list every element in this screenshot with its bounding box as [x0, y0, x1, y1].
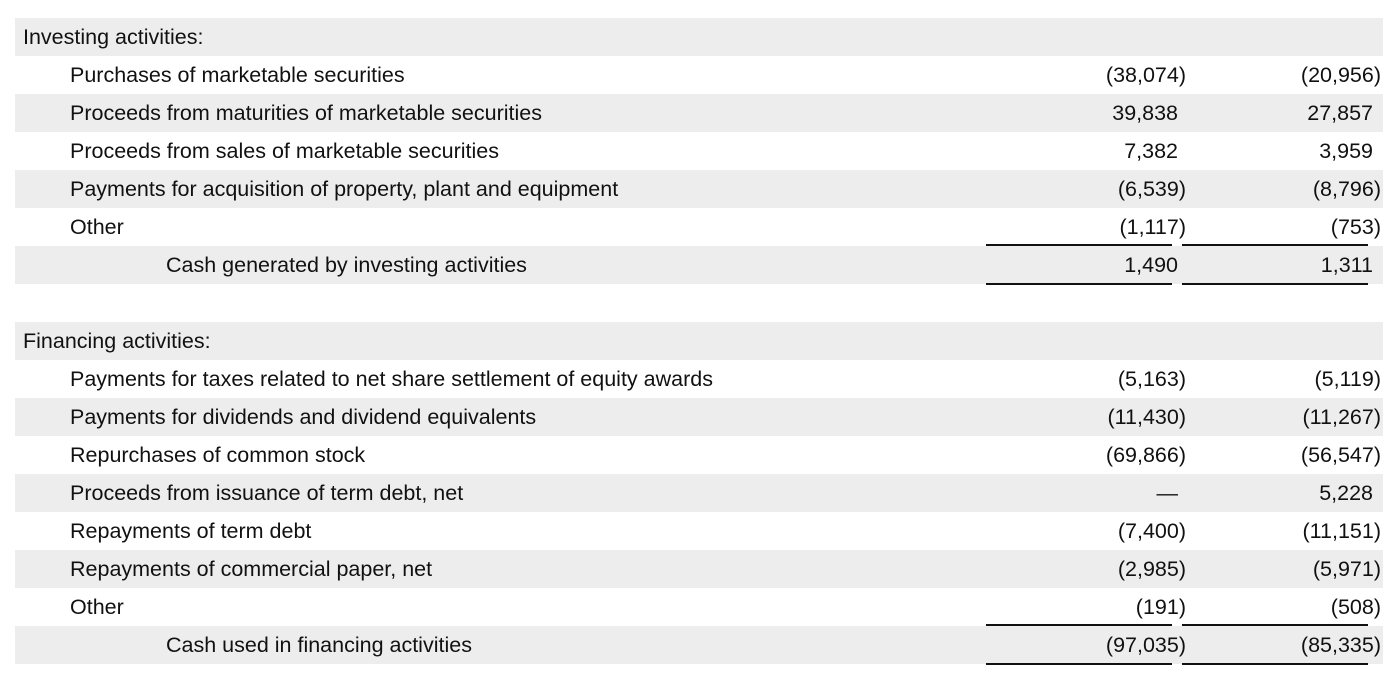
total-col1: 1,490 [1124, 253, 1178, 277]
investing-header: Investing activities: [23, 25, 204, 49]
value-col1: (38,074) [1105, 63, 1186, 87]
value-col2: 27,857 [1307, 101, 1373, 125]
row-label: Other [70, 215, 124, 239]
value-col1: (69,866) [1105, 443, 1186, 467]
financing-section: Financing activities: Payments for taxes… [15, 322, 1383, 664]
value-col1: (11,430) [1107, 405, 1186, 429]
row-label: Other [70, 595, 124, 619]
financing-total-row: Cash used in financing activities (97,03… [15, 626, 1383, 664]
table-row: Payments for taxes related to net share … [15, 360, 1383, 398]
row-label: Repurchases of common stock [70, 443, 366, 467]
value-col2: (8,796) [1312, 177, 1381, 201]
row-label: Payments for acquisition of property, pl… [70, 177, 619, 201]
subtotal-rule-col2 [1182, 624, 1368, 626]
value-col1: — [1156, 481, 1179, 505]
value-col1: (6,539) [1117, 177, 1186, 201]
investing-header-row: Investing activities: [15, 18, 1383, 56]
table-row: Proceeds from sales of marketable securi… [15, 132, 1383, 170]
value-col1: (1,117) [1119, 215, 1186, 239]
investing-total-row: Cash generated by investing activities 1… [15, 246, 1383, 284]
subtotal-rule-col2 [1182, 244, 1368, 246]
total-col1: (97,035) [1105, 633, 1186, 657]
total-rule-col1 [986, 663, 1172, 665]
table-row: Other (1,117) (753) [15, 208, 1383, 246]
financing-header: Financing activities: [23, 329, 211, 353]
total-rule-col2 [1182, 663, 1368, 665]
subtotal-rule-col1 [986, 244, 1172, 246]
row-label: Payments for dividends and dividend equi… [70, 405, 537, 429]
value-col2: (5,119) [1314, 367, 1381, 391]
table-row: Payments for dividends and dividend equi… [15, 398, 1383, 436]
value-col2: (11,151) [1302, 519, 1381, 543]
total-rule-col2 [1182, 283, 1368, 285]
row-label: Proceeds from sales of marketable securi… [70, 139, 499, 163]
row-label: Proceeds from issuance of term debt, net [70, 481, 464, 505]
value-col2: 5,228 [1319, 481, 1373, 505]
row-label: Proceeds from maturities of marketable s… [70, 101, 542, 125]
value-col1: (191) [1135, 595, 1186, 619]
row-label: Payments for taxes related to net share … [70, 367, 713, 391]
value-col2: (11,267) [1302, 405, 1381, 429]
total-label: Cash generated by investing activities [166, 253, 527, 277]
table-row: Repayments of commercial paper, net (2,9… [15, 550, 1383, 588]
value-col1: 7,382 [1124, 139, 1178, 163]
value-col2: (56,547) [1300, 443, 1381, 467]
row-label: Purchases of marketable securities [70, 63, 405, 87]
value-col2: (20,956) [1300, 63, 1381, 87]
value-col1: 39,838 [1112, 101, 1178, 125]
table-row: Repayments of term debt (7,400) (11,151) [15, 512, 1383, 550]
investing-section: Investing activities: Purchases of marke… [15, 18, 1383, 284]
value-col2: (753) [1330, 215, 1381, 239]
value-col2: 3,959 [1319, 139, 1373, 163]
value-col1: (5,163) [1117, 367, 1186, 391]
row-label: Repayments of commercial paper, net [70, 557, 433, 581]
row-label: Repayments of term debt [70, 519, 312, 543]
total-col2: 1,311 [1320, 253, 1373, 277]
subtotal-rule-col1 [986, 624, 1172, 626]
table-row: Repurchases of common stock (69,866) (56… [15, 436, 1383, 474]
total-rule-col1 [986, 283, 1172, 285]
table-row: Payments for acquisition of property, pl… [15, 170, 1383, 208]
table-row: Purchases of marketable securities (38,0… [15, 56, 1383, 94]
value-col1: (7,400) [1117, 519, 1186, 543]
value-col1: (2,985) [1117, 557, 1186, 581]
table-row: Proceeds from maturities of marketable s… [15, 94, 1383, 132]
financing-header-row: Financing activities: [15, 322, 1383, 360]
value-col2: (5,971) [1312, 557, 1381, 581]
table-row: Proceeds from issuance of term debt, net… [15, 474, 1383, 512]
total-label: Cash used in financing activities [166, 633, 472, 657]
value-col2: (508) [1330, 595, 1381, 619]
total-col2: (85,335) [1300, 633, 1381, 657]
table-row: Other (191) (508) [15, 588, 1383, 626]
